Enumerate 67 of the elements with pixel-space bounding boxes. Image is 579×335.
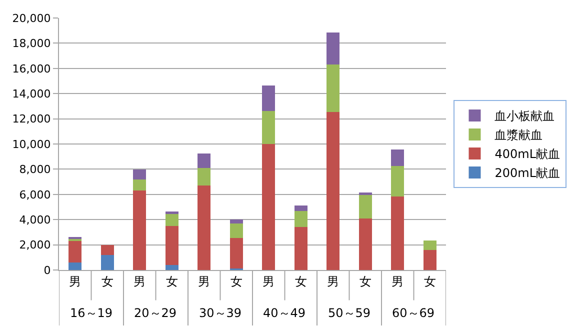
bar [68, 240, 82, 262]
bar [391, 196, 404, 270]
y-tick-label: 14,000 [12, 87, 51, 100]
x-tick-label: 女 [230, 274, 242, 288]
bar [100, 254, 114, 270]
legend-label: 血漿献血 [494, 128, 543, 142]
bar [358, 218, 372, 270]
bar [68, 262, 82, 270]
legend-label: 200mL献血 [494, 166, 560, 180]
bar [358, 192, 372, 196]
bar [262, 144, 276, 270]
bar [165, 211, 178, 214]
x-tick-label: 女 [294, 274, 307, 288]
text: 60～69 [392, 306, 435, 320]
text: 16～19 [70, 306, 113, 320]
bar [326, 64, 340, 112]
bar [198, 186, 211, 270]
bar [423, 240, 436, 250]
y-tick-label: 18,000 [12, 37, 51, 50]
y-tick-label: 20,000 [12, 12, 51, 25]
x-tick-label: 男 [134, 274, 146, 288]
x-tick-label: 女 [101, 274, 114, 288]
legend-label: 400mL献血 [494, 147, 560, 162]
x-tick-label: 男 [69, 274, 82, 288]
bar [230, 223, 243, 238]
y-tick-label: 0 [44, 264, 51, 277]
y-tick-label: 4,000 [19, 213, 51, 226]
bar [230, 220, 243, 224]
x-tick-label: 女 [359, 274, 372, 288]
x-tick-label: 男 [327, 274, 340, 288]
bar [423, 250, 436, 270]
x-tick-label: 男 [392, 274, 404, 288]
bar [391, 166, 404, 196]
bar [133, 180, 146, 191]
y-tick-label: 12,000 [12, 112, 51, 126]
bar [326, 32, 340, 65]
y-tick-label: 8,000 [19, 163, 51, 176]
text: 50～59 [328, 306, 371, 320]
bar [165, 214, 178, 226]
bar [133, 170, 146, 180]
bar [391, 150, 404, 166]
bar [294, 206, 308, 211]
y-tick-label: 2,000 [19, 238, 51, 252]
bar [358, 195, 372, 218]
bar [262, 111, 276, 144]
text: 20～29 [134, 306, 177, 320]
x-tick-label: 男 [198, 274, 210, 288]
x-tick-label: 男 [262, 274, 275, 288]
y-tick-label: 6,000 [19, 188, 51, 202]
x-tick-label: 女 [424, 274, 436, 288]
text: 40～49 [263, 306, 306, 320]
text: 30～39 [199, 306, 242, 320]
x-tick-label: 女 [166, 274, 178, 288]
y-tick-label: 10,000 [12, 138, 51, 151]
bar [198, 168, 211, 186]
bar [198, 153, 211, 168]
bar [294, 210, 308, 228]
bar [294, 227, 308, 270]
bar [165, 226, 178, 265]
y-tick-label: 16,000 [12, 62, 51, 76]
bar [133, 190, 146, 270]
bar [100, 244, 114, 255]
bar [230, 238, 243, 269]
bar [326, 112, 340, 270]
legend-label: 血小板献血 [494, 109, 555, 124]
bar [165, 264, 178, 270]
bar [262, 85, 276, 112]
